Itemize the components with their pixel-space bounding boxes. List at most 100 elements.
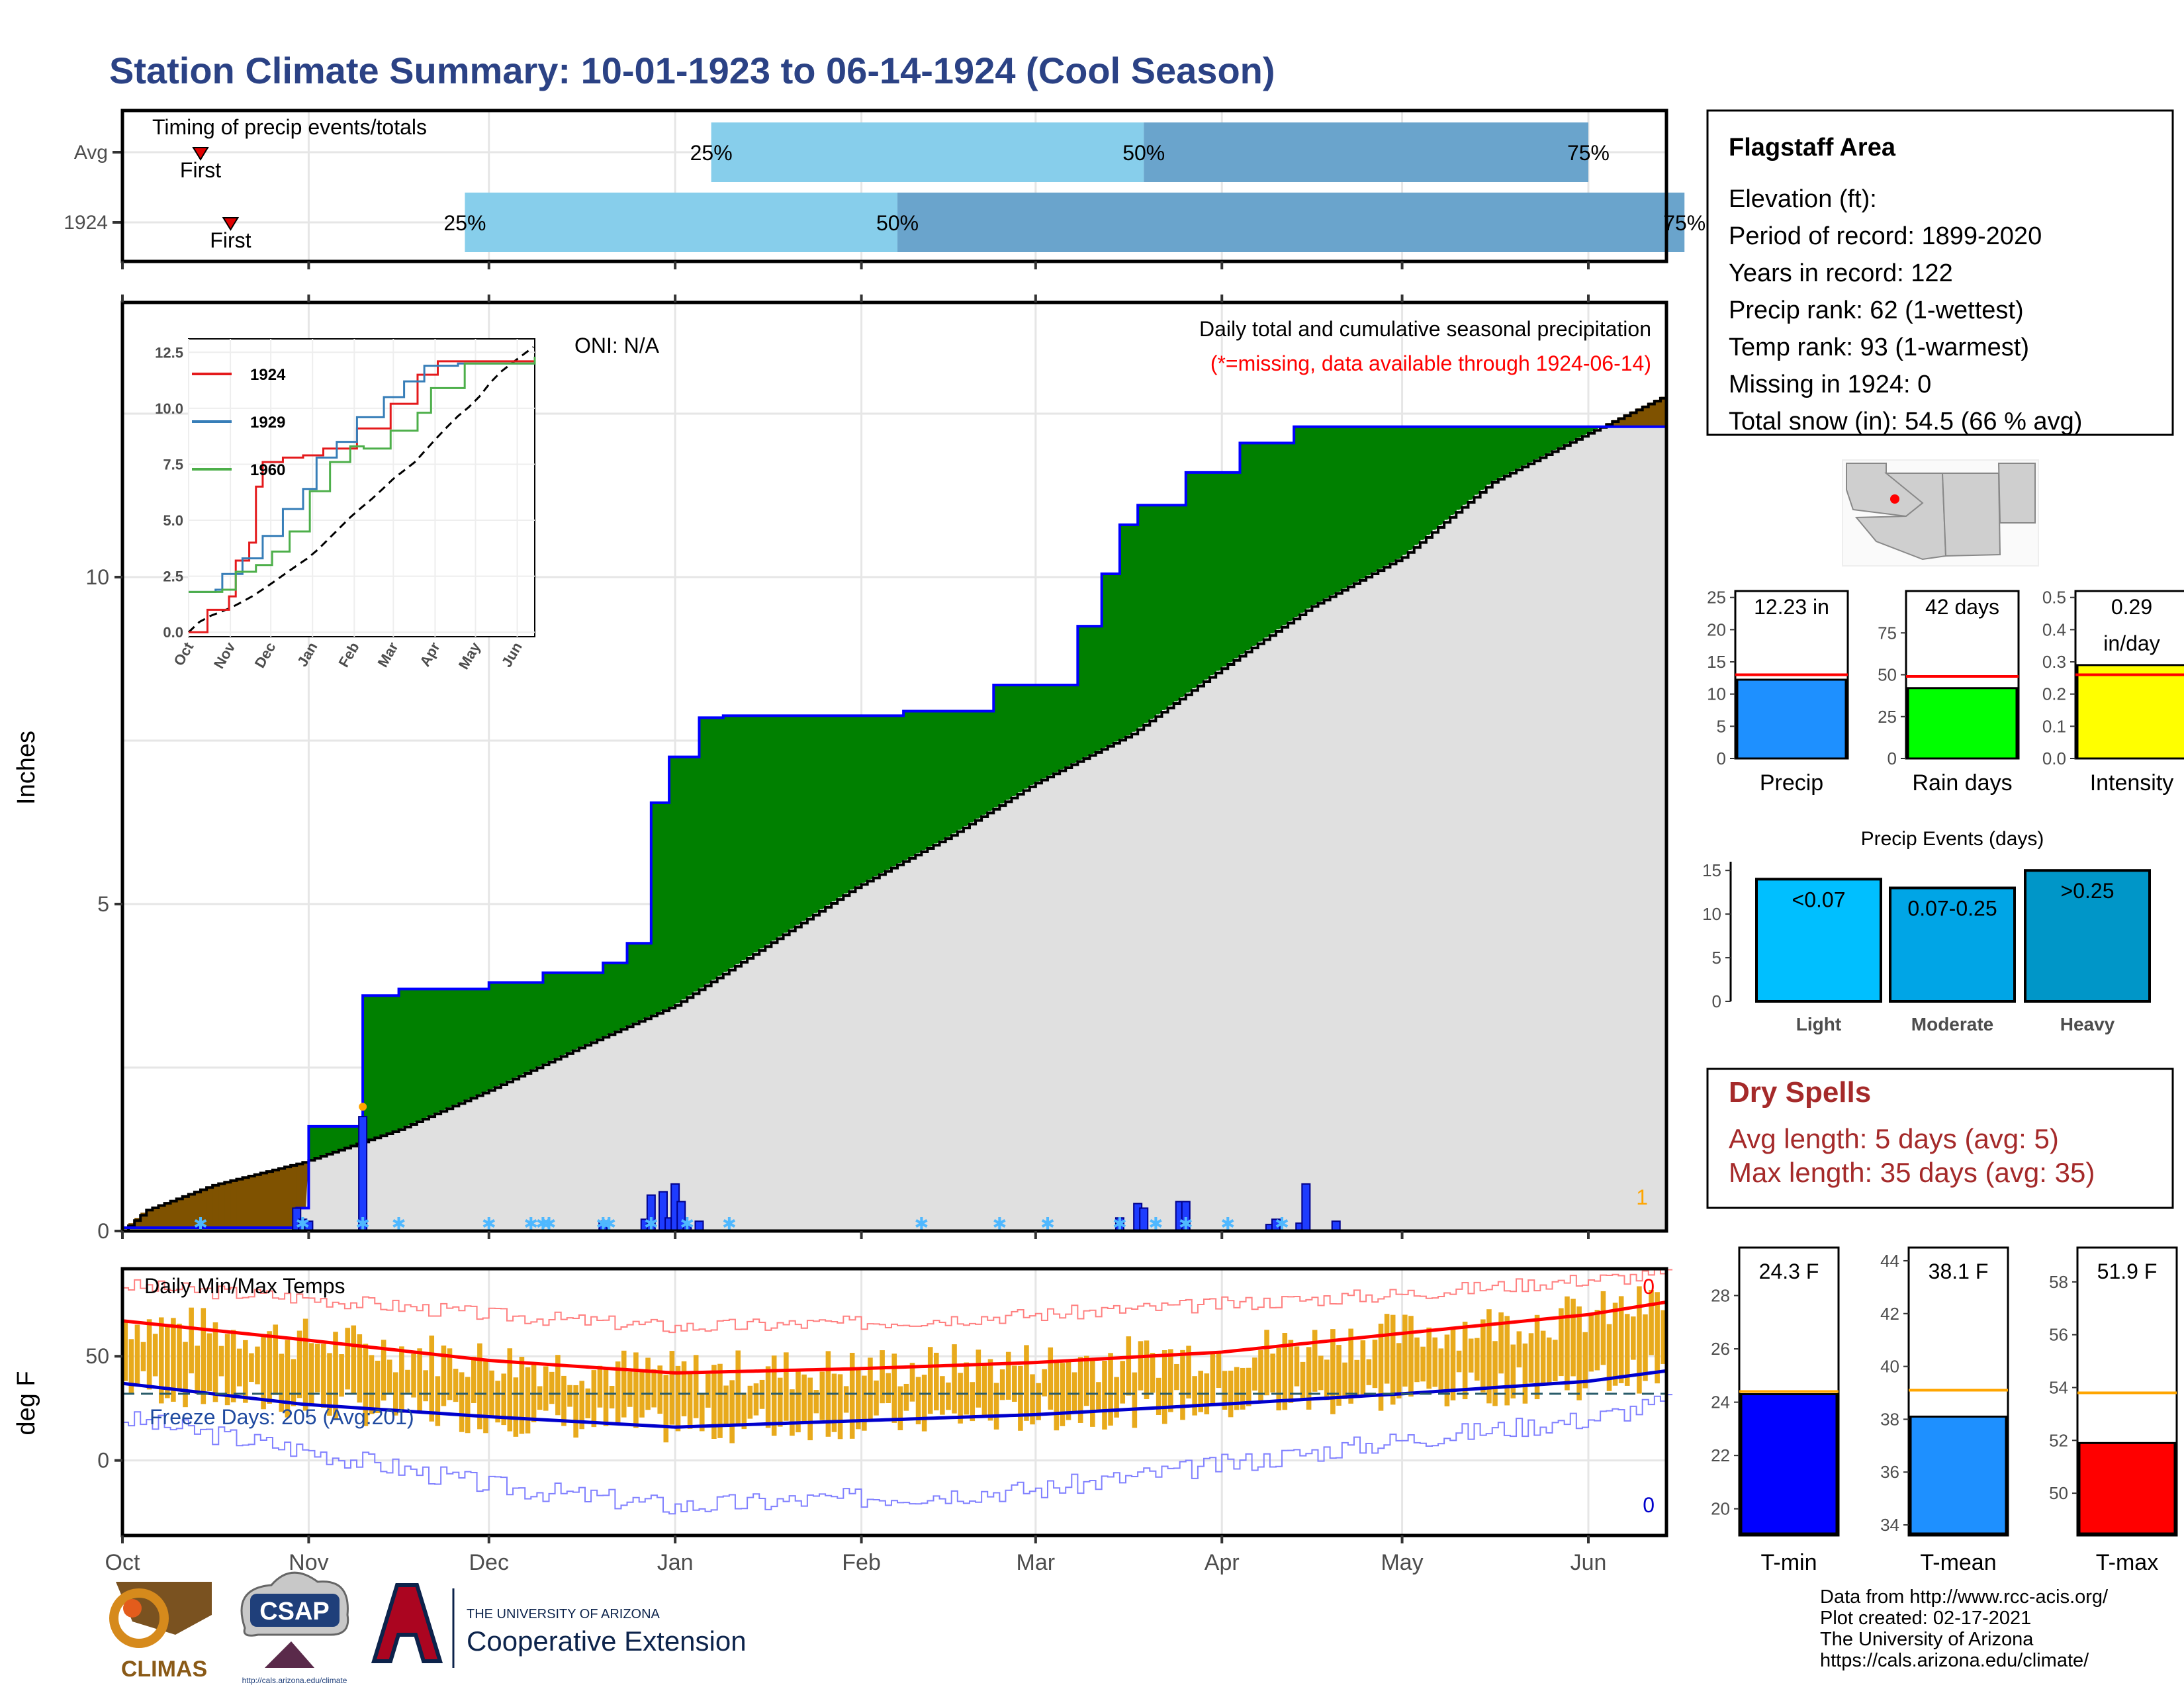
above-avg-fill xyxy=(1432,426,1439,530)
snow-day-icon: ✱ xyxy=(992,1214,1007,1234)
above-avg-fill xyxy=(1330,426,1337,596)
below-avg-fill xyxy=(1636,408,1643,427)
month-tick-label: Dec xyxy=(469,1550,509,1575)
above-avg-fill xyxy=(1119,524,1126,739)
daily-temp-bar xyxy=(243,1340,248,1403)
below-avg-fill xyxy=(158,1204,165,1228)
daily-temp-bar xyxy=(1336,1345,1342,1406)
daily-temp-bar xyxy=(285,1340,291,1418)
above-avg-fill xyxy=(1582,426,1589,435)
mini-bar-value-label: 0.29 xyxy=(2111,595,2152,619)
daily-temp-bar xyxy=(681,1361,687,1416)
daily-temp-bar xyxy=(1396,1343,1402,1398)
daily-temp-bar xyxy=(1120,1361,1125,1404)
above-avg-fill xyxy=(369,995,375,1139)
above-avg-fill xyxy=(471,989,478,1097)
daily-precip-bar xyxy=(1139,1207,1149,1232)
below-avg-fill xyxy=(224,1181,232,1228)
above-avg-fill xyxy=(326,1126,334,1154)
above-avg-fill xyxy=(1402,426,1409,555)
above-avg-fill xyxy=(350,1126,357,1146)
daily-temp-bar xyxy=(585,1388,591,1418)
above-avg-fill xyxy=(1251,443,1259,646)
daily-temp-bar xyxy=(537,1386,543,1410)
daily-temp-bar xyxy=(1504,1316,1510,1406)
daily-temp-bar xyxy=(1156,1377,1161,1416)
daily-temp-bar xyxy=(801,1374,807,1423)
temps-y-axis-title: deg F xyxy=(13,1371,40,1435)
above-avg-fill xyxy=(867,715,874,880)
daily-temp-bar xyxy=(1282,1333,1288,1410)
above-avg-fill xyxy=(465,989,472,1100)
above-avg-fill xyxy=(1228,472,1234,663)
above-avg-fill xyxy=(1125,524,1132,736)
above-avg-fill xyxy=(609,962,615,1034)
daily-temp-bar xyxy=(1534,1314,1540,1400)
above-avg-fill xyxy=(494,982,502,1087)
above-avg-fill xyxy=(723,715,730,972)
above-avg-fill xyxy=(1324,426,1331,599)
daily-temp-bar xyxy=(405,1369,410,1393)
above-avg-fill xyxy=(855,715,862,886)
daily-temp-bar xyxy=(1546,1337,1552,1385)
mini-bar-value xyxy=(1736,678,1847,760)
below-avg-fill xyxy=(152,1207,159,1228)
daily-temp-bar xyxy=(1540,1330,1546,1386)
daily-temp-bar xyxy=(387,1359,392,1393)
daily-temp-bar xyxy=(291,1359,296,1406)
daily-temp-bar xyxy=(927,1347,933,1414)
daily-temp-bar xyxy=(495,1381,500,1423)
below-avg-fill xyxy=(146,1209,153,1228)
csap-url: http://cals.arizona.edu/climate xyxy=(242,1676,347,1685)
above-avg-fill xyxy=(789,715,796,929)
daily-temp-bar xyxy=(976,1349,981,1408)
daily-temp-bar xyxy=(1420,1346,1426,1382)
above-avg-fill xyxy=(506,982,514,1081)
dry-title: Dry Spells xyxy=(1729,1076,1871,1109)
daily-temp-bar xyxy=(741,1393,747,1430)
station-name: Flagstaff Area xyxy=(1729,134,1896,161)
daily-temp-bar xyxy=(1150,1353,1156,1393)
above-avg-fill xyxy=(1017,684,1024,793)
above-avg-fill xyxy=(398,989,406,1128)
below-avg-fill xyxy=(1660,396,1667,427)
temp-bar-tick-label: 34 xyxy=(1880,1515,1899,1535)
daily-temp-bar xyxy=(128,1339,134,1394)
daily-temp-bar xyxy=(657,1365,663,1414)
daily-temp-bar xyxy=(981,1363,987,1416)
above-avg-fill xyxy=(669,756,676,1007)
mini-bar-label: Intensity xyxy=(2090,770,2174,796)
precip-y-tick-label: 5 xyxy=(97,892,109,916)
above-avg-fill xyxy=(681,756,688,1000)
climas-sun-icon xyxy=(109,1588,169,1648)
snow-day-icon: ✱ xyxy=(722,1214,737,1234)
above-avg-fill xyxy=(699,717,706,988)
daily-temp-bar xyxy=(183,1342,188,1408)
precip-chart-title: Daily total and cumulative seasonal prec… xyxy=(1199,317,1651,341)
csap-badge xyxy=(250,1594,340,1627)
daily-temp-bar xyxy=(1330,1329,1336,1414)
precip-y-axis-title: Inches xyxy=(13,731,40,805)
above-avg-fill xyxy=(392,995,400,1131)
record-high-count: 0 xyxy=(1643,1275,1655,1299)
above-avg-fill xyxy=(771,715,778,941)
daily-temp-bar xyxy=(507,1348,513,1432)
above-avg-fill xyxy=(897,715,904,864)
station-info-line: Missing in 1924: 0 xyxy=(1729,371,1931,398)
above-avg-fill xyxy=(933,711,940,844)
precip-summary-bars: 0 5 10 15 20 25 12.23 in Precip 0 25 50 75 42 days Ra… xyxy=(1707,588,2184,796)
above-avg-fill xyxy=(1396,426,1403,559)
month-tick-label: Nov xyxy=(289,1550,328,1575)
inset-y-tick-label: 12.5 xyxy=(155,344,183,361)
csap-mountain-icon xyxy=(265,1641,314,1668)
above-avg-fill xyxy=(753,715,760,953)
daily-temp-bar xyxy=(399,1346,404,1413)
daily-temp-bar xyxy=(393,1372,398,1416)
daily-temp-bar xyxy=(549,1371,555,1404)
above-avg-fill xyxy=(927,711,934,847)
daily-temp-bar xyxy=(597,1365,603,1408)
above-avg-fill xyxy=(1185,472,1193,693)
daily-temp-bar xyxy=(645,1357,651,1410)
station-info-box: Flagstaff Area Elevation (ft): Period of r… xyxy=(1706,109,2174,436)
